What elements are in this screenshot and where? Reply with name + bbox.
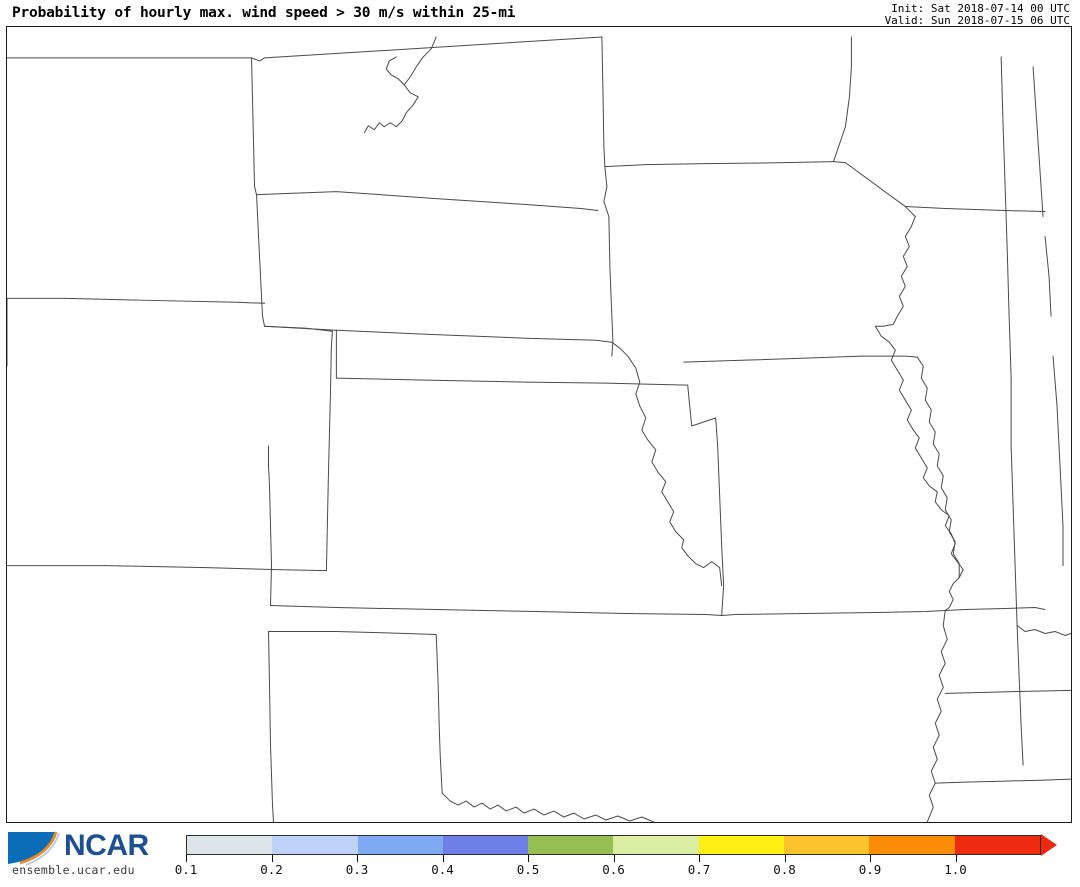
state-borders — [7, 37, 1071, 822]
colorbar-tick — [442, 855, 444, 862]
colorbar-tick-label: 0.8 — [773, 862, 796, 877]
colorbar-tick — [699, 855, 700, 862]
colorbar-tick-label: 0.6 — [602, 862, 625, 877]
colorbar-swatch — [187, 836, 273, 854]
colorbar-tick-label: 1.0 — [944, 862, 967, 877]
colorbar-swatch — [357, 836, 443, 854]
map-boundaries-svg — [7, 27, 1071, 822]
colorbar-swatch — [442, 836, 529, 854]
colorbar-swatch — [954, 836, 1040, 854]
ncar-url: ensemble.ucar.edu — [12, 863, 135, 877]
colorbar-tick — [784, 855, 786, 862]
colorbar-tick — [528, 855, 529, 862]
colorbar-tick — [955, 855, 957, 862]
colorbar-tick-label: 0.3 — [345, 862, 369, 877]
ncar-wordmark: NCAR — [64, 829, 149, 862]
colorbar-tick-labels: 0.1 0.2 0.3 0.4 0.5 0.6 0.7 0.8 0.9 1.0 — [0, 862, 1080, 878]
colorbar-swatches[interactable] — [186, 835, 1041, 855]
colorbar-swatch — [272, 836, 358, 854]
colorbar-ticks — [186, 855, 1041, 863]
colorbar-tick-label: 0.5 — [516, 862, 540, 877]
colorbar-extend-arrow — [1041, 834, 1057, 856]
colorbar-swatch — [784, 836, 870, 854]
colorbar-swatch — [613, 836, 699, 854]
colorbar-swatch — [698, 836, 785, 854]
forecast-times: Init: Sat 2018-07-14 00 UTC Valid: Sun 2… — [884, 2, 1070, 28]
init-time-label: Init: Sat 2018-07-14 00 UTC — [891, 2, 1070, 15]
colorbar-tick-label: 0.2 — [260, 862, 283, 877]
colorbar-tick-label: 0.1 — [174, 862, 198, 877]
colorbar-tick — [870, 855, 871, 862]
colorbar-tick-label: 0.9 — [858, 862, 882, 877]
colorbar[interactable] — [186, 834, 1057, 856]
colorbar-tick — [613, 855, 615, 862]
map-panel[interactable] — [6, 26, 1072, 823]
colorbar-tick-label: 0.7 — [687, 862, 711, 877]
colorbar-tick — [186, 855, 187, 862]
ncar-logo[interactable]: NCAR ensemble.ucar.edu — [4, 829, 174, 882]
valid-time-label: Valid: Sun 2018-07-15 06 UTC — [884, 14, 1070, 28]
ncar-logo-mark — [8, 831, 61, 866]
colorbar-swatch — [869, 836, 955, 854]
colorbar-tick-label: 0.4 — [431, 862, 454, 877]
page-title: Probability of hourly max. wind speed > … — [12, 5, 516, 21]
footer: NCAR ensemble.ucar.edu 0.1 0.2 0.3 0.4 0.5 0.… — [0, 826, 1080, 887]
colorbar-tick — [357, 855, 358, 862]
colorbar-tick — [271, 855, 273, 862]
colorbar-swatch — [528, 836, 614, 854]
